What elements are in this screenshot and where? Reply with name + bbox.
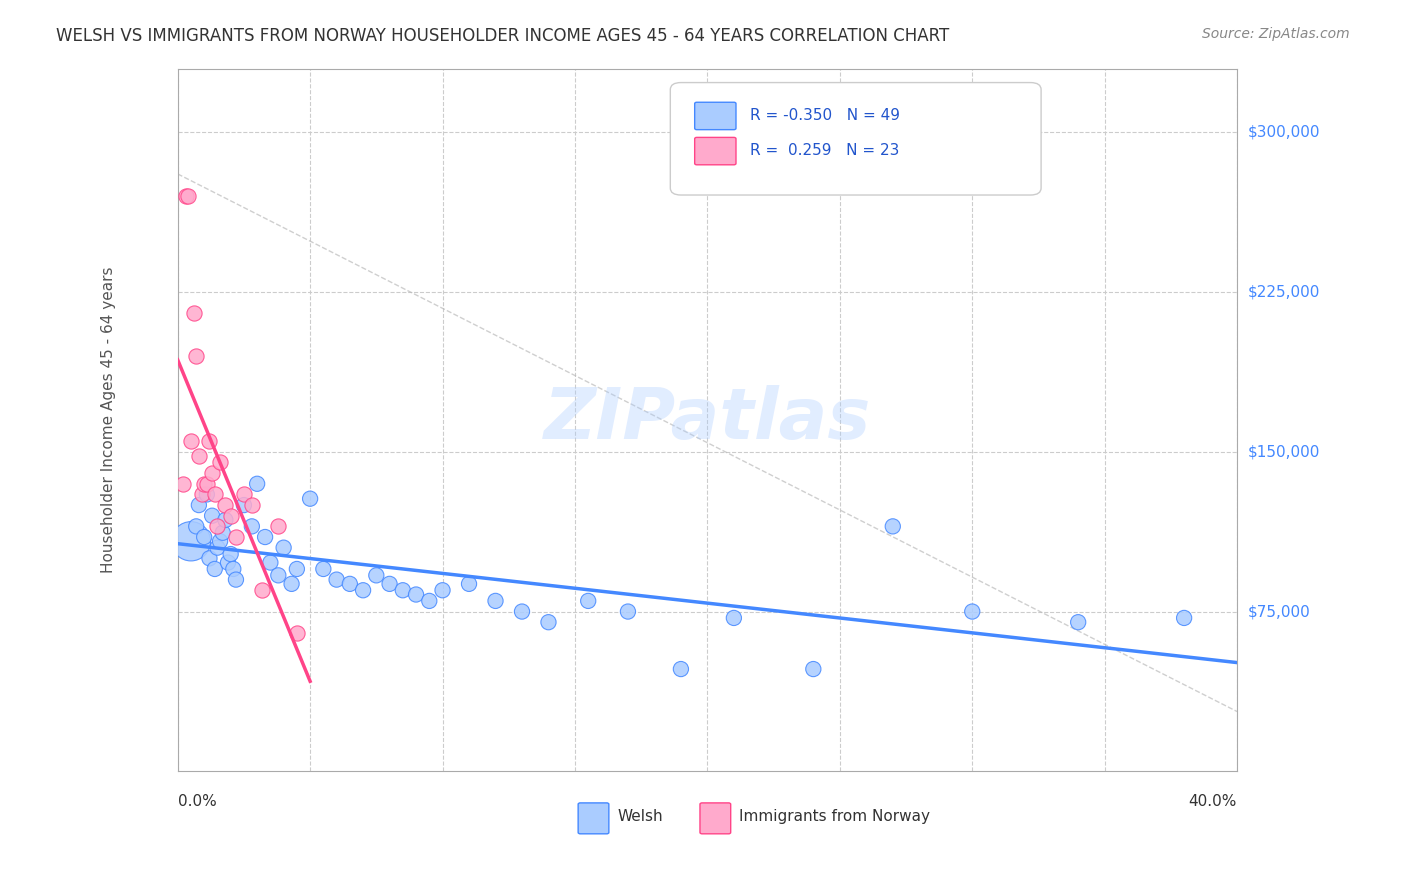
Point xyxy=(209,534,232,549)
Point xyxy=(198,551,221,566)
Point xyxy=(285,625,308,640)
Point xyxy=(222,562,245,576)
Text: $225,000: $225,000 xyxy=(1249,285,1320,300)
Point xyxy=(432,583,454,598)
Point xyxy=(366,568,388,582)
Point xyxy=(285,562,308,576)
FancyBboxPatch shape xyxy=(578,803,609,834)
Point xyxy=(180,534,202,549)
Point xyxy=(537,615,560,630)
Point xyxy=(193,476,215,491)
Point xyxy=(195,476,218,491)
Point xyxy=(209,455,232,469)
Point xyxy=(378,577,401,591)
Text: $150,000: $150,000 xyxy=(1249,444,1320,459)
FancyBboxPatch shape xyxy=(671,83,1040,195)
Point xyxy=(882,519,904,533)
Text: R = -0.350   N = 49: R = -0.350 N = 49 xyxy=(749,108,900,123)
Point xyxy=(240,519,263,533)
Text: Immigrants from Norway: Immigrants from Norway xyxy=(740,809,931,824)
Text: WELSH VS IMMIGRANTS FROM NORWAY HOUSEHOLDER INCOME AGES 45 - 64 YEARS CORRELATIO: WELSH VS IMMIGRANTS FROM NORWAY HOUSEHOL… xyxy=(56,27,949,45)
Point xyxy=(1173,611,1195,625)
Text: Source: ZipAtlas.com: Source: ZipAtlas.com xyxy=(1202,27,1350,41)
Point xyxy=(172,476,194,491)
Point xyxy=(339,577,361,591)
Point xyxy=(174,189,197,203)
Point xyxy=(225,573,247,587)
Point xyxy=(801,662,824,676)
Point xyxy=(1067,615,1090,630)
Point xyxy=(186,519,208,533)
Point xyxy=(201,508,224,523)
Point xyxy=(240,498,263,512)
Point xyxy=(405,588,427,602)
Point xyxy=(510,605,533,619)
Point xyxy=(458,577,481,591)
Point xyxy=(325,573,347,587)
Point xyxy=(960,605,983,619)
Point xyxy=(204,487,226,501)
Point xyxy=(204,562,226,576)
Point xyxy=(723,611,745,625)
Text: 40.0%: 40.0% xyxy=(1188,794,1237,809)
Text: Welsh: Welsh xyxy=(617,809,664,824)
Point xyxy=(484,594,506,608)
Point xyxy=(391,583,413,598)
Text: R =  0.259   N = 23: R = 0.259 N = 23 xyxy=(749,144,900,158)
Point xyxy=(246,476,269,491)
Point xyxy=(259,556,281,570)
Point xyxy=(299,491,322,506)
Text: 0.0%: 0.0% xyxy=(177,794,217,809)
Point xyxy=(198,434,221,449)
Point xyxy=(232,498,254,512)
Point xyxy=(183,306,205,320)
Point xyxy=(190,487,212,501)
Point xyxy=(217,556,239,570)
Point xyxy=(669,662,692,676)
FancyBboxPatch shape xyxy=(695,103,735,129)
Point xyxy=(214,498,236,512)
Point xyxy=(254,530,277,544)
Point xyxy=(187,498,209,512)
Point xyxy=(273,541,295,555)
Point xyxy=(187,449,209,463)
Point xyxy=(576,594,599,608)
Point xyxy=(232,487,254,501)
Text: ZIPatlas: ZIPatlas xyxy=(544,385,872,454)
Point xyxy=(280,577,302,591)
Point xyxy=(219,508,242,523)
Point xyxy=(201,466,224,480)
Point xyxy=(186,349,208,363)
Point xyxy=(267,568,290,582)
Point xyxy=(193,530,215,544)
Point xyxy=(225,530,247,544)
Point xyxy=(177,189,200,203)
Point xyxy=(214,513,236,527)
Point xyxy=(180,434,202,449)
Point xyxy=(219,547,242,561)
Text: $300,000: $300,000 xyxy=(1249,125,1320,140)
Point xyxy=(617,605,640,619)
Point xyxy=(418,594,440,608)
Point xyxy=(211,525,233,540)
Text: $75,000: $75,000 xyxy=(1249,604,1310,619)
FancyBboxPatch shape xyxy=(695,137,735,165)
Point xyxy=(312,562,335,576)
Point xyxy=(207,541,229,555)
Point xyxy=(267,519,290,533)
Point xyxy=(252,583,274,598)
Point xyxy=(195,487,218,501)
FancyBboxPatch shape xyxy=(700,803,731,834)
Point xyxy=(352,583,374,598)
Point xyxy=(207,519,229,533)
Text: Householder Income Ages 45 - 64 years: Householder Income Ages 45 - 64 years xyxy=(101,267,117,574)
